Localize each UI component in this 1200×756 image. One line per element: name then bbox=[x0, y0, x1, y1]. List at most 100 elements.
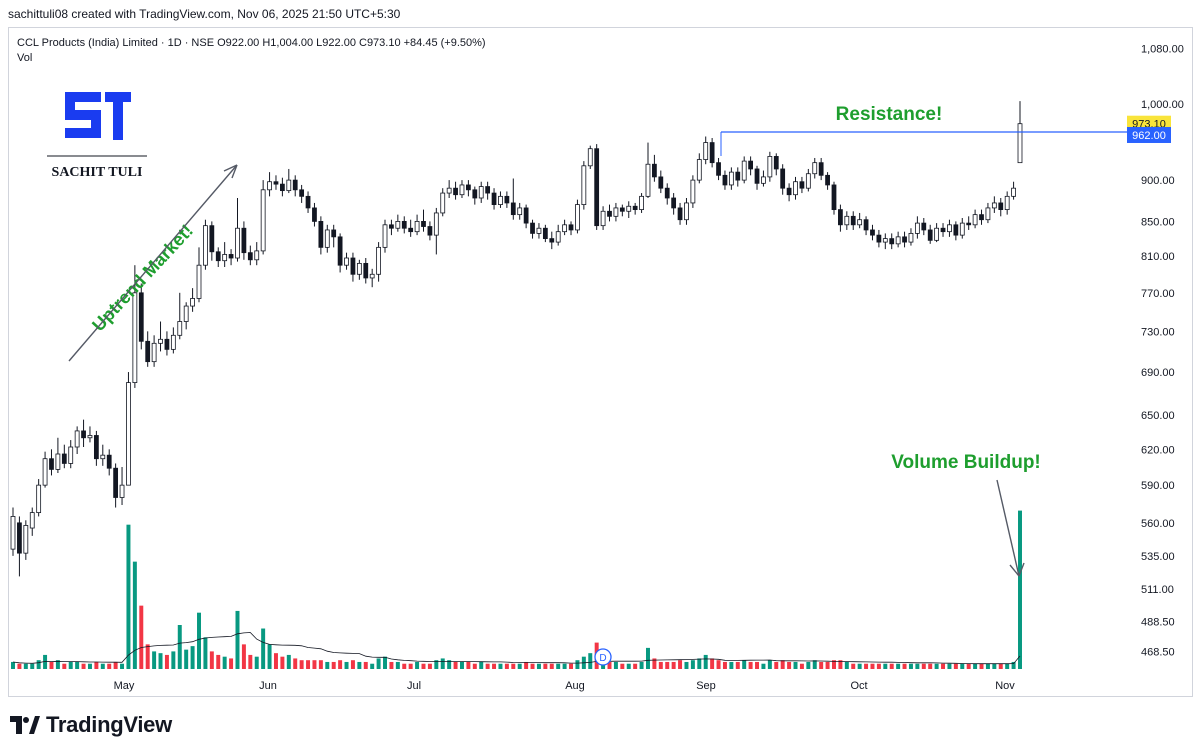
candle-body[interactable] bbox=[748, 160, 753, 170]
candle-body[interactable] bbox=[389, 224, 394, 229]
candle-body[interactable] bbox=[440, 192, 446, 214]
candle-body[interactable] bbox=[998, 202, 1004, 211]
candle-body[interactable] bbox=[780, 168, 786, 189]
candle-body[interactable] bbox=[170, 334, 176, 350]
candle-body[interactable] bbox=[363, 262, 369, 279]
candle-body[interactable] bbox=[510, 202, 516, 216]
candle-body[interactable] bbox=[684, 202, 689, 221]
candle-body[interactable] bbox=[312, 207, 317, 222]
candle-body[interactable] bbox=[857, 219, 863, 226]
candle-body[interactable] bbox=[318, 221, 324, 248]
candle-body[interactable] bbox=[158, 338, 163, 344]
candle-body[interactable] bbox=[350, 257, 356, 275]
candle-body[interactable] bbox=[382, 224, 388, 248]
candle-body[interactable] bbox=[190, 298, 195, 307]
candle-body[interactable] bbox=[356, 262, 362, 275]
candle-body[interactable] bbox=[203, 225, 208, 266]
candle-body[interactable] bbox=[940, 227, 946, 233]
candle-body[interactable] bbox=[324, 229, 330, 248]
candle-body[interactable] bbox=[972, 214, 978, 226]
candle-body[interactable] bbox=[735, 171, 741, 181]
candle-body[interactable] bbox=[478, 186, 484, 199]
candle-body[interactable] bbox=[812, 162, 818, 175]
candle-body[interactable] bbox=[882, 238, 888, 243]
candle-body[interactable] bbox=[254, 250, 260, 261]
candle-body[interactable] bbox=[408, 227, 414, 233]
candle-body[interactable] bbox=[369, 273, 375, 279]
candle-body[interactable] bbox=[459, 184, 465, 196]
candle-body[interactable] bbox=[138, 292, 144, 342]
candle-body[interactable] bbox=[530, 222, 535, 234]
candle-body[interactable] bbox=[61, 453, 67, 464]
candle-body[interactable] bbox=[280, 183, 285, 192]
candle-body[interactable] bbox=[87, 435, 93, 439]
candle-body[interactable] bbox=[870, 229, 875, 236]
candle-body[interactable] bbox=[81, 430, 86, 439]
candle-body[interactable] bbox=[1017, 123, 1023, 164]
candle-body[interactable] bbox=[29, 512, 35, 529]
candle-body[interactable] bbox=[671, 197, 677, 209]
candle-body[interactable] bbox=[247, 252, 253, 261]
candle-body[interactable] bbox=[761, 176, 766, 184]
candle-body[interactable] bbox=[55, 453, 61, 470]
dividend-marker-icon[interactable] bbox=[594, 648, 612, 666]
candle-body[interactable] bbox=[485, 186, 491, 194]
candle-body[interactable] bbox=[555, 231, 561, 243]
candle-body[interactable] bbox=[241, 227, 247, 254]
candle-body[interactable] bbox=[754, 168, 760, 184]
candle-body[interactable] bbox=[927, 229, 933, 241]
candle-body[interactable] bbox=[728, 171, 734, 186]
candle-body[interactable] bbox=[799, 181, 805, 189]
candle-body[interactable] bbox=[453, 187, 458, 196]
candle-body[interactable] bbox=[427, 226, 433, 236]
candle-body[interactable] bbox=[209, 225, 215, 253]
candle-body[interactable] bbox=[498, 195, 503, 206]
candle-body[interactable] bbox=[677, 207, 683, 221]
candle-body[interactable] bbox=[421, 221, 426, 227]
candle-body[interactable] bbox=[74, 430, 80, 448]
candle-body[interactable] bbox=[607, 210, 612, 217]
candle-body[interactable] bbox=[337, 236, 343, 266]
candle-body[interactable] bbox=[696, 159, 702, 181]
candle-body[interactable] bbox=[908, 232, 914, 243]
candle-body[interactable] bbox=[119, 484, 125, 498]
candle-body[interactable] bbox=[260, 189, 266, 252]
candle-body[interactable] bbox=[902, 236, 907, 243]
candle-body[interactable] bbox=[626, 205, 632, 212]
candle-body[interactable] bbox=[215, 251, 221, 262]
candle-body[interactable] bbox=[959, 222, 965, 236]
candle-body[interactable] bbox=[376, 246, 381, 275]
candle-body[interactable] bbox=[1004, 195, 1010, 211]
candle-body[interactable] bbox=[542, 227, 548, 240]
candle-body[interactable] bbox=[889, 238, 895, 245]
candle-body[interactable] bbox=[414, 221, 420, 233]
candle-body[interactable] bbox=[151, 342, 157, 363]
candle-body[interactable] bbox=[953, 224, 959, 236]
candle-body[interactable] bbox=[1011, 187, 1016, 197]
candle-body[interactable] bbox=[831, 184, 837, 211]
candle-body[interactable] bbox=[575, 204, 580, 231]
candle-body[interactable] bbox=[793, 181, 798, 196]
candle-body[interactable] bbox=[979, 214, 984, 221]
candle-body[interactable] bbox=[991, 202, 997, 209]
candle-body[interactable] bbox=[805, 173, 811, 189]
candle-body[interactable] bbox=[767, 156, 773, 178]
candle-body[interactable] bbox=[504, 195, 510, 204]
candle-body[interactable] bbox=[536, 227, 542, 234]
candle-body[interactable] bbox=[446, 187, 452, 194]
candle-body[interactable] bbox=[286, 179, 292, 192]
candle-body[interactable] bbox=[716, 162, 721, 176]
candle-body[interactable] bbox=[93, 435, 99, 460]
candle-body[interactable] bbox=[863, 219, 869, 231]
candle-body[interactable] bbox=[395, 221, 401, 229]
candle-body[interactable] bbox=[568, 224, 574, 231]
candle-body[interactable] bbox=[466, 184, 471, 191]
candle-body[interactable] bbox=[664, 187, 670, 199]
candle-body[interactable] bbox=[876, 234, 882, 243]
candle-body[interactable] bbox=[562, 224, 567, 233]
candle-body[interactable] bbox=[549, 238, 555, 243]
candle-body[interactable] bbox=[472, 189, 478, 199]
candle-body[interactable] bbox=[594, 148, 600, 227]
candle-body[interactable] bbox=[145, 340, 151, 363]
candle-body[interactable] bbox=[619, 207, 625, 212]
